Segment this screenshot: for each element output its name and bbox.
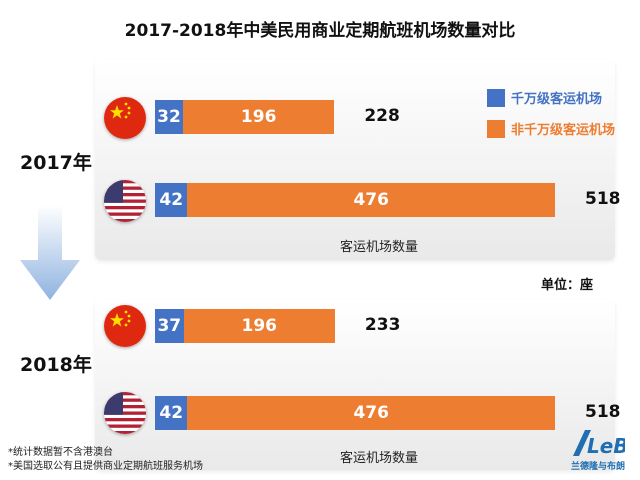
bar-2018-china-10m: 37	[155, 309, 184, 343]
legend-item-10m: 千万级客运机场	[487, 88, 602, 107]
logo-text: 兰德隆与布朗	[570, 462, 625, 472]
footnote-2: *美国选取公有且提供商业定期航班服务机场	[8, 461, 203, 472]
legend-label-non10m: 非千万级客运机场	[511, 123, 616, 138]
legend-label-10m: 千万级客运机场	[511, 92, 603, 107]
logo-mark: LeB	[587, 434, 625, 458]
total-2017-usa: 518	[585, 189, 621, 209]
legend-swatch-blue	[487, 88, 505, 107]
unit-label: 单位：座	[541, 278, 594, 293]
bar-2017-usa-10m: 42	[155, 183, 188, 217]
footnotes: *统计数据暂不含港澳台 *美国选取公有且提供商业定期航班服务机场	[8, 446, 203, 474]
panel-2017	[95, 60, 615, 260]
bar-2017-usa-non10m: 476	[187, 183, 555, 217]
bar-2017-china-10m: 32	[155, 100, 183, 134]
bar-2018-china-non10m: 196	[183, 309, 335, 343]
china-flag-icon-2017	[104, 97, 146, 139]
company-logo: LeB 兰德隆与布朗	[566, 428, 630, 474]
bar-2018-usa-10m: 42	[155, 396, 188, 430]
year-label-2018: 2018年	[20, 354, 92, 376]
year-label-2017: 2017年	[20, 152, 92, 174]
usa-flag-icon-2017	[104, 180, 146, 222]
down-arrow-icon	[20, 205, 80, 300]
legend-swatch-orange	[487, 119, 505, 138]
chart-title: 2017-2018年中美民用商业定期航班机场数量对比	[124, 21, 516, 41]
bar-2018-usa-non10m: 476	[187, 396, 555, 430]
total-2018-usa: 518	[585, 402, 621, 422]
total-2018-china: 233	[364, 315, 401, 335]
china-flag-icon-2018	[104, 305, 146, 347]
usa-flag-icon-2018	[104, 392, 146, 434]
total-2017-china: 228	[364, 106, 400, 126]
footnote-1: *统计数据暂不含港澳台	[8, 447, 113, 458]
x-axis-label-2017: 客运机场数量	[340, 240, 419, 255]
leb-logo-icon: LeB	[573, 430, 625, 458]
x-axis-label-2018: 客运机场数量	[340, 451, 419, 466]
bar-2017-china-non10m: 196	[183, 100, 335, 134]
legend-item-non10m: 非千万级客运机场	[487, 119, 615, 138]
